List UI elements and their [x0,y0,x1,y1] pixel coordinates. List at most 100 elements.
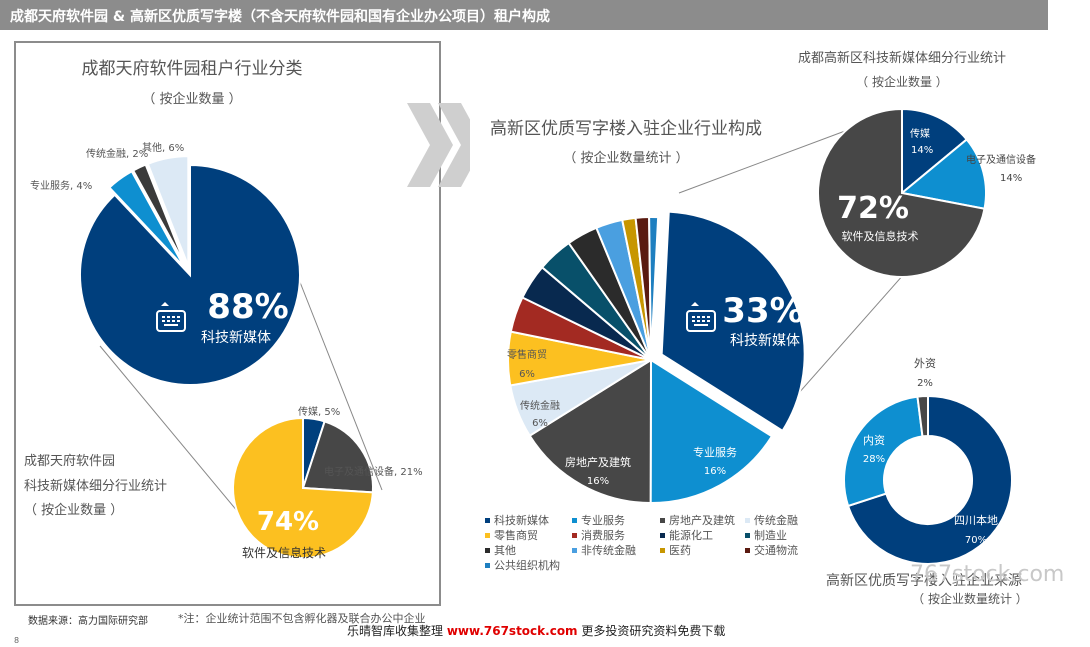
pie-layer [79,107,1013,565]
tr-title-box [768,42,1038,97]
watermark-prefix: 乐晴智库收集整理 [347,624,447,638]
pie-slice [107,169,186,269]
center-pie-title: 高新区优质写字楼入驻企业行业构成 [490,119,762,139]
tr-pie-subtitle: （ 按企业数量 ） [856,74,948,89]
watermark-suffix: 更多投资研究资料免费下载 [577,624,726,638]
legend-swatch [485,518,490,523]
center-title-box [470,106,780,178]
center-pie-subtitle: （ 按企业数量统计 ） [563,150,688,166]
pie-slice [232,416,374,559]
left-sub-title-line3: （ 按企业数量 ） [24,502,123,518]
pie-slice [528,358,653,505]
keyboard-icon [686,302,716,332]
pie-slice [843,395,924,508]
left-pie-label-main-name: 科技新媒体 [201,330,271,346]
header-bar: 成都天府软件园 & 高新区优质写字楼（不含天府软件园和国有企业办公项目）租户构成 [0,0,1048,30]
legend-swatch [572,518,577,523]
legend-swatch [485,548,490,553]
left-pie-subtitle: （ 按企业数量 ） [142,91,241,107]
connector-line-left-2 [99,345,249,525]
pie-slice [899,138,987,210]
tr-label-software-name: 软件及信息技术 [842,229,919,243]
legend-swatch [745,548,750,553]
br-label-foreign-name: 外资 [914,357,936,370]
footnote: *注：企业统计范围不包含孵化器及联合办公中企业 [178,612,426,625]
watermark-site: 767stock.com [910,562,1065,587]
left-sub-title-line1: 成都天府软件园 [24,454,115,469]
legend-swatch [485,563,490,568]
pie-slice [660,210,806,433]
center-label-realestate-value: 16% [587,476,609,487]
center-label-finance-value: 6% [532,418,548,429]
center-label-realestate-name: 房地产及建筑 [565,455,631,469]
legend-swatch [660,548,665,553]
left-sub-label-software-value: 74% [257,507,319,537]
legend-label: 能源化工 [669,528,713,542]
left-pie-label-finance: 传统金融, 2% [86,147,148,160]
center-label-professional-name: 专业服务 [693,445,737,459]
pie-slice [846,394,1013,565]
legend-label: 非传统金融 [581,543,636,557]
page-title: 成都天府软件园 & 高新区优质写字楼（不含天府软件园和国有企业办公项目）租户构成 [10,9,550,25]
legend-swatch [572,533,577,538]
left-pie-label-main-value: 88% [207,287,288,327]
connector-line-center-1 [678,130,846,194]
legend-label: 公共组织机构 [494,558,560,572]
left-sub-title-line2: 科技新媒体细分行业统计 [24,478,167,494]
center-label-retail-name: 零售商贸 [507,348,547,361]
tr-pie-title: 成都高新区科技新媒体细分行业统计 [798,50,1006,66]
pie-slice [901,107,969,196]
left-sub-label-media: 传媒, 5% [298,406,340,418]
br-label-local-name: 四川本地 [954,513,998,527]
legend-label: 传统金融 [754,513,798,527]
br-label-domestic-name: 内资 [863,433,885,447]
left-sub-label-electronics: 电子及通信设备, 21% [324,465,423,478]
page-number: 8 [14,636,20,645]
pie-slice [649,358,774,505]
br-label-local-value: 70% [965,535,987,546]
center-label-professional-value: 16% [704,466,726,477]
legend-swatch [485,533,490,538]
center-pie-label-main-value: 33% [722,291,803,331]
br-pie-title: 高新区优质写字楼入驻企业来源 [826,572,1022,589]
pie-slice [79,163,301,386]
legend-swatch [745,518,750,523]
connector-line-left-1 [295,271,383,491]
left-pie-label-professional: 专业服务, 4% [30,179,92,192]
legend-label: 专业服务 [581,513,625,527]
watermark-bar: 乐晴智库收集整理 www.767stock.com 更多投资研究资料免费下载 [347,622,725,639]
pie-slice [648,216,660,361]
center-label-retail-value: 6% [519,369,535,380]
pie-slice [131,163,188,268]
keyboard-icon [156,302,186,332]
br-label-foreign-value: 2% [917,378,933,389]
center-label-finance-name: 传统金融 [520,399,560,412]
pie-slice [301,420,374,494]
watermark-url: www.767stock.com [446,624,578,638]
legend-label: 房地产及建筑 [669,513,735,527]
pie-slice [146,155,190,267]
legend-label: 消费服务 [581,528,625,542]
legend-label: 医药 [669,544,691,557]
legend-swatch [660,533,665,538]
pie-slice [916,394,929,438]
pie-slice [817,107,986,278]
br-pie-subtitle: （ 按企业数量统计 ） [912,591,1028,606]
arrow-chevron-1 [407,103,453,187]
legend-label: 交通物流 [754,543,798,557]
br-label-domestic-value: 28% [863,454,885,465]
legend-swatch [660,518,665,523]
center-pie-label-main-name: 科技新媒体 [730,333,800,349]
left-sub-label-software-name: 软件及信息技术 [242,545,326,560]
left-panel-frame [14,41,441,606]
legend-swatch [745,533,750,538]
left-pie-title: 成都天府软件园租户行业分类 [82,59,303,79]
tr-label-electronics-value: 14% [1000,173,1022,184]
legend-swatch [572,548,577,553]
tr-label-media-name: 传媒 [910,128,930,140]
legend-label: 制造业 [754,528,787,542]
data-source: 数据来源：高力国际研究部 [28,616,148,627]
legend-label: 其他 [494,544,516,557]
